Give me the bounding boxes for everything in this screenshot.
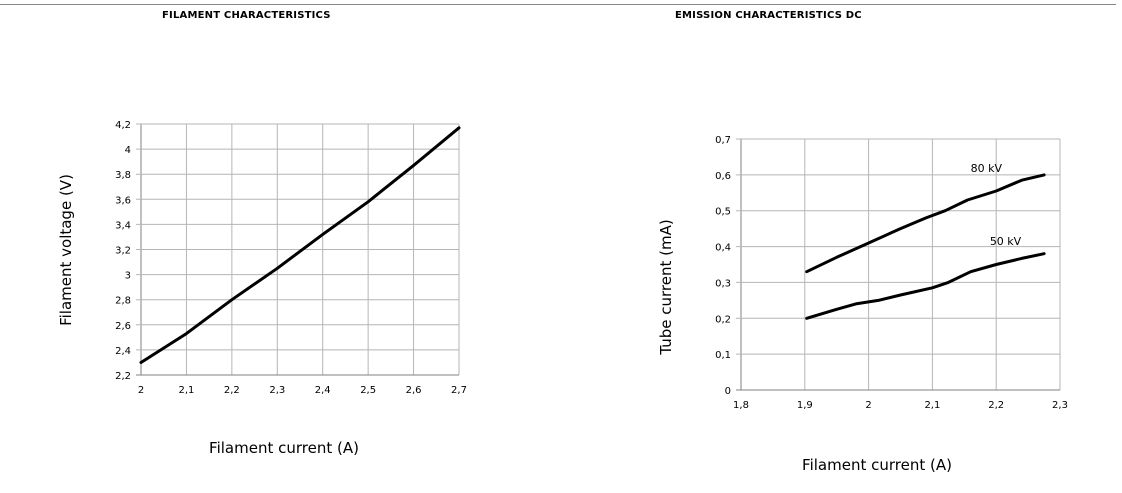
y-tick-label: 0,6 (715, 171, 731, 182)
x-tick-label: 2,1 (924, 400, 940, 411)
y-tick-label: 0,3 (715, 278, 731, 289)
x-axis-title: Filament current (A) (209, 439, 359, 457)
y-tick-label: 3,6 (115, 195, 131, 206)
y-tick-label: 0,1 (715, 350, 731, 361)
x-tick-label: 1,8 (733, 400, 749, 411)
y-tick-label: 2,8 (115, 296, 131, 307)
series-label: 80 kV (971, 162, 1003, 175)
y-axis-title: Filament voltage (V) (57, 174, 75, 326)
y-tick-label: 0,4 (715, 243, 731, 254)
x-tick-label: 2,7 (451, 385, 467, 396)
y-tick-label: 2,2 (115, 371, 131, 382)
y-tick-label: 4,2 (115, 120, 131, 131)
x-tick-label: 2,1 (178, 385, 194, 396)
y-tick-label: 4 (125, 145, 131, 156)
y-tick-label: 3,4 (115, 220, 131, 231)
series-line-80-kv (805, 173, 1046, 274)
x-tick-label: 2 (865, 400, 871, 411)
x-tick-label: 2,6 (406, 385, 422, 396)
x-tick-label: 2,3 (269, 385, 285, 396)
x-tick-label: 2,5 (360, 385, 376, 396)
y-tick-label: 2,6 (115, 321, 131, 332)
emission-chart-title: EMISSION CHARACTERISTICS DC (675, 10, 862, 21)
series-line-50-kv (805, 252, 1046, 320)
y-tick-label: 3,8 (115, 170, 131, 181)
y-tick-label: 0,7 (715, 135, 731, 146)
y-tick-label: 0,5 (715, 207, 731, 218)
series-label: 50 kV (990, 235, 1022, 248)
top-divider-line (0, 4, 1116, 5)
filament-chart-title: FILAMENT CHARACTERISTICS (162, 10, 331, 21)
x-tick-label: 2,2 (224, 385, 240, 396)
x-tick-label: 2,4 (315, 385, 331, 396)
y-tick-label: 0,2 (715, 314, 731, 325)
x-tick-label: 1,9 (797, 400, 813, 411)
y-tick-label: 2,4 (115, 346, 131, 357)
x-tick-label: 2 (138, 385, 144, 396)
x-axis-title: Filament current (A) (802, 456, 952, 474)
y-axis-title: Tube current (mA) (657, 219, 675, 355)
x-tick-label: 2,2 (988, 400, 1004, 411)
series-line (139, 126, 461, 364)
y-tick-label: 3,2 (115, 246, 131, 257)
x-tick-label: 2,3 (1052, 400, 1068, 411)
y-tick-label: 3 (125, 271, 131, 282)
y-tick-label: 0 (725, 386, 731, 397)
